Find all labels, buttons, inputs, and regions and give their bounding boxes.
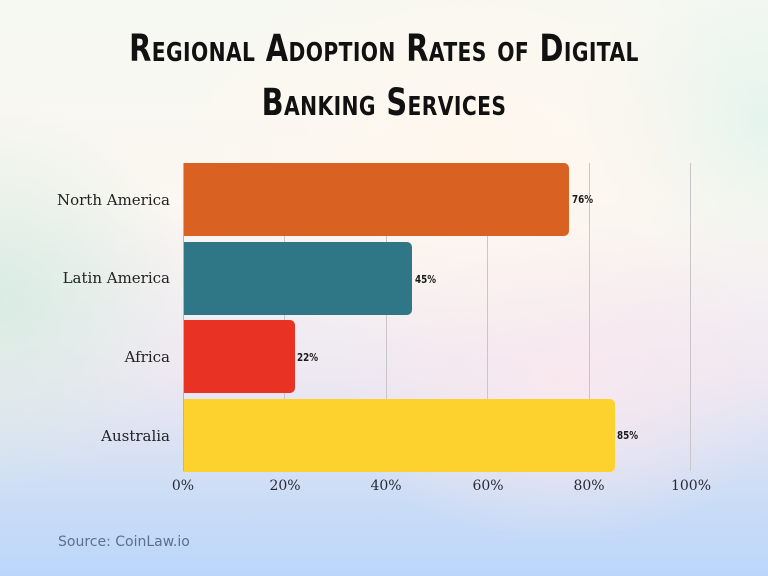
value-label-australia: 85% bbox=[617, 429, 639, 442]
category-label-africa: Africa bbox=[124, 348, 170, 366]
x-tick-60: 60% bbox=[472, 478, 504, 494]
gridline-20 bbox=[284, 163, 285, 471]
gridline-40 bbox=[386, 163, 387, 471]
value-label-africa: 22% bbox=[297, 351, 319, 364]
y-axis-line bbox=[183, 163, 184, 471]
category-label-australia: Australia bbox=[101, 427, 170, 445]
gridline-100 bbox=[690, 163, 691, 471]
gridline-80 bbox=[589, 163, 590, 471]
chart-title: Regional Adoption Rates of Digital Banki… bbox=[84, 22, 683, 130]
bar-north-america bbox=[183, 163, 569, 236]
bar-africa bbox=[183, 320, 295, 393]
x-tick-100: 100% bbox=[670, 478, 712, 494]
x-tick-40: 40% bbox=[370, 478, 402, 494]
title-line-2: Banking Services bbox=[261, 81, 507, 124]
bar-latin-america bbox=[183, 242, 412, 315]
title-line-1: Regional Adoption Rates of Digital bbox=[129, 27, 639, 70]
value-label-latin-america: 45% bbox=[415, 273, 437, 286]
x-tick-0: 0% bbox=[171, 478, 195, 494]
category-label-north-america: North America bbox=[56, 191, 170, 209]
source-note: Source: CoinLaw.io bbox=[58, 534, 190, 550]
category-label-latin-america: Latin America bbox=[62, 269, 170, 287]
x-tick-80: 80% bbox=[573, 478, 605, 494]
x-tick-20: 20% bbox=[269, 478, 301, 494]
plot-area: 76% 45% 22% 85% bbox=[183, 163, 691, 472]
bar-australia bbox=[183, 399, 615, 472]
value-label-north-america: 76% bbox=[572, 193, 594, 206]
gridline-60 bbox=[487, 163, 488, 471]
